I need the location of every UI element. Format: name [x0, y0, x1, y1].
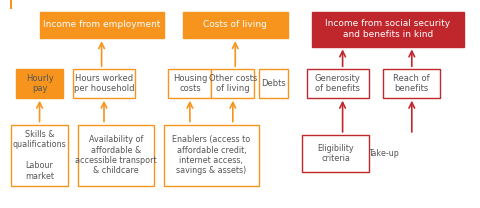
Text: Income from social security
and benefits in kind: Income from social security and benefits… — [325, 19, 451, 39]
FancyBboxPatch shape — [211, 69, 254, 98]
Text: Costs of living: Costs of living — [204, 21, 267, 30]
FancyBboxPatch shape — [164, 125, 259, 186]
FancyBboxPatch shape — [78, 125, 154, 186]
Text: Hours worked
per household: Hours worked per household — [74, 74, 134, 93]
Text: Eligibility
criteria: Eligibility criteria — [317, 144, 354, 163]
Text: Other costs
of living: Other costs of living — [209, 74, 257, 93]
FancyBboxPatch shape — [11, 125, 68, 186]
Text: Debts: Debts — [261, 79, 286, 88]
FancyBboxPatch shape — [307, 69, 369, 98]
FancyBboxPatch shape — [302, 135, 369, 172]
Text: Hourly
pay: Hourly pay — [26, 74, 53, 93]
FancyBboxPatch shape — [383, 69, 441, 98]
FancyBboxPatch shape — [168, 69, 211, 98]
Text: Generosity
of benefits: Generosity of benefits — [315, 74, 361, 93]
FancyBboxPatch shape — [39, 12, 164, 38]
FancyBboxPatch shape — [16, 69, 63, 98]
FancyBboxPatch shape — [312, 12, 464, 47]
Text: Skills &
qualifications

Labour
market: Skills & qualifications Labour market — [12, 130, 66, 181]
Text: Enablers (access to
affordable credit,
internet access,
savings & assets): Enablers (access to affordable credit, i… — [172, 135, 251, 175]
FancyBboxPatch shape — [183, 12, 288, 38]
FancyBboxPatch shape — [259, 69, 288, 98]
Text: Housing
costs: Housing costs — [173, 74, 207, 93]
Text: Reach of
benefits: Reach of benefits — [394, 74, 430, 93]
Text: Take-up: Take-up — [368, 149, 398, 158]
Text: Availability of
affordable &
accessible transport
& childcare: Availability of affordable & accessible … — [75, 135, 157, 175]
FancyBboxPatch shape — [73, 69, 135, 98]
Text: Income from employment: Income from employment — [43, 21, 160, 30]
